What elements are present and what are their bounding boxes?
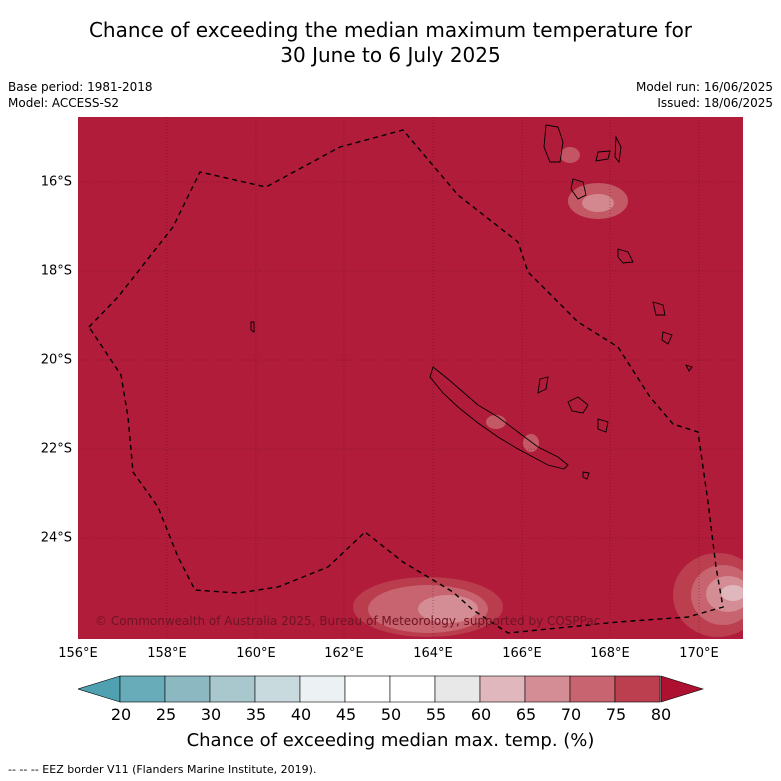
lon-label-164e: 164°E (413, 646, 453, 661)
lon-label-170e: 170°E (679, 646, 719, 661)
map-title: Chance of exceeding the median maximum t… (0, 18, 781, 68)
colorbar-segment (524, 675, 571, 703)
colorbar-over-arrow (660, 675, 704, 703)
prob-patch-nc1 (486, 415, 506, 429)
colorbar-title: Chance of exceeding median max. temp. (%… (186, 730, 595, 751)
map-svg (78, 117, 743, 639)
islands (250, 124, 693, 480)
colorbar-tick-50: 50 (380, 705, 402, 724)
model-name: Model: ACCESS-S2 (8, 96, 120, 110)
colorbar-segment (209, 675, 256, 703)
colorbar-segment (119, 675, 166, 703)
lon-label-158e: 158°E (147, 646, 187, 661)
colorbar-segment (614, 675, 661, 703)
colorbar-segment (164, 675, 211, 703)
vanuatu-santo (543, 124, 564, 163)
eez-footnote: -- -- -- EEZ border V11 (Flanders Marine… (8, 763, 317, 776)
colorbar-tick-40: 40 (290, 705, 312, 724)
copyright-notice: © Commonwealth of Australia 2025, Bureau… (95, 614, 601, 628)
vanuatu-north (595, 150, 611, 162)
lon-label-160e: 160°E (236, 646, 276, 661)
colorbar-segment (389, 675, 436, 703)
loyalty-ouvea (537, 376, 549, 394)
colorbar-segments (119, 675, 661, 703)
island-small-ne (685, 364, 693, 372)
loyalty-lifou (567, 396, 589, 414)
colorbar-tick-20: 20 (110, 705, 132, 724)
lon-label-162e: 162°E (324, 646, 364, 661)
colorbar-tick-75: 75 (605, 705, 627, 724)
colorbar-under-arrow (78, 675, 121, 703)
colorbar-tick-60: 60 (470, 705, 492, 724)
lat-label-22s: 22°S (40, 441, 72, 457)
vanuatu-east (614, 135, 622, 164)
island-small-c (582, 471, 590, 480)
colorbar-segment (299, 675, 346, 703)
map-panel[interactable] (78, 117, 743, 639)
model-run: Model run: 16/06/2025 (635, 80, 773, 94)
colorbar-tick-70: 70 (560, 705, 582, 724)
colorbar-segment (254, 675, 301, 703)
prob-patch-north (560, 147, 580, 163)
lat-label-16s: 16°S (40, 174, 72, 190)
issued-date: Issued: 18/06/2025 (657, 96, 773, 110)
title-line-1: Chance of exceeding the median maximum t… (88, 18, 693, 42)
prob-patch-se-inner (721, 585, 743, 601)
colorbar-segment (569, 675, 616, 703)
vanuatu-tanna (661, 331, 673, 345)
colorbar-tick-25: 25 (155, 705, 177, 724)
title-line-2: 30 June to 6 July 2025 (280, 43, 501, 67)
colorbar-segment (344, 675, 391, 703)
map-background (78, 117, 743, 639)
lon-label-168e: 168°E (590, 646, 630, 661)
vanuatu-efate (617, 248, 634, 264)
lat-label-18s: 18°S (40, 263, 72, 279)
island-small-w (250, 321, 255, 333)
meta-left: Base period: 1981-2018 Model: ACCESS-S2 (8, 79, 153, 111)
colorbar-tick-35: 35 (245, 705, 267, 724)
vanuatu-erromango (652, 301, 666, 316)
colorbar-tick-30: 30 (200, 705, 222, 724)
base-period: Base period: 1981-2018 (8, 80, 153, 94)
colorbar-tick-55: 55 (425, 705, 447, 724)
lat-label-24s: 24°S (40, 530, 72, 546)
eez-border (88, 129, 724, 634)
colorbar-segment (479, 675, 526, 703)
colorbar-tick-45: 45 (335, 705, 357, 724)
new-caledonia (429, 366, 569, 470)
prob-patch-vanuatu-inner (582, 194, 614, 212)
colorbar-segment (434, 675, 481, 703)
colorbar-tick-80: 80 (650, 705, 672, 724)
colorbar (78, 675, 704, 703)
vanuatu-malekula (570, 178, 587, 200)
lon-label-166e: 166°E (502, 646, 542, 661)
loyalty-mare (597, 418, 609, 433)
meta-right: Model run: 16/06/2025 Issued: 18/06/2025 (636, 79, 773, 111)
colorbar-tick-65: 65 (515, 705, 537, 724)
lat-label-20s: 20°S (40, 352, 72, 368)
lon-label-156e: 156°E (58, 646, 98, 661)
graticule (78, 117, 743, 639)
